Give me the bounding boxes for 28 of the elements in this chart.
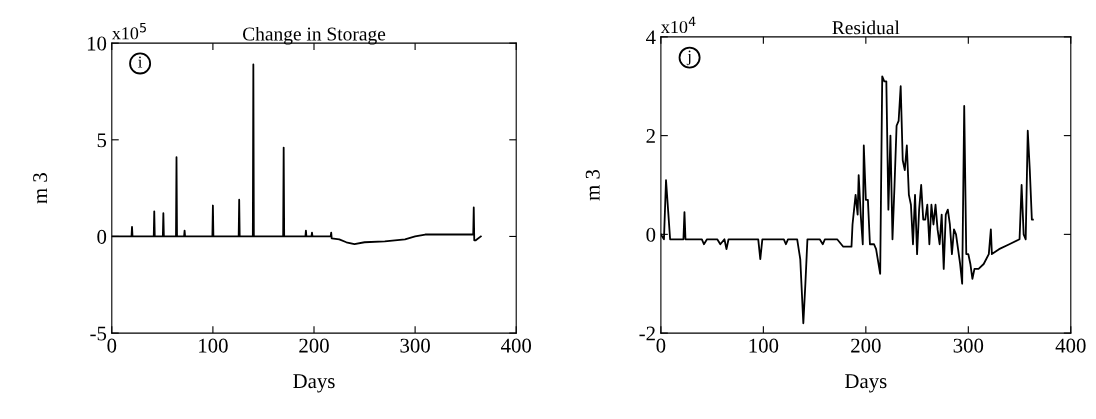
x-tick-label: 0 <box>107 338 117 353</box>
x-tick-label: 300 <box>953 338 984 353</box>
y-axis-title: m 3 <box>585 169 600 201</box>
x-tick-label: 0 <box>656 338 666 353</box>
text: x10$^{5}$ <box>111 23 146 40</box>
y-tick-label: -5 <box>90 326 107 341</box>
chart-title: Residual <box>832 20 900 35</box>
x-tick-label: 300 <box>400 338 430 353</box>
x-tick-label: 100 <box>749 338 779 353</box>
y-tick-label: 0 <box>646 227 656 242</box>
x-tick-label: 400 <box>501 338 532 353</box>
y-tick-label: 10 <box>87 36 107 51</box>
x-tick-label: 100 <box>199 338 228 353</box>
y-tick-label: 0 <box>97 229 107 244</box>
x-tick-label: 200 <box>299 338 329 353</box>
text: x10$^{4}$ <box>661 16 696 34</box>
y-tick-label: -2 <box>639 326 655 341</box>
y-axis-title: m 3 <box>33 173 48 204</box>
x-tick-label: 200 <box>851 338 881 353</box>
x-axis-title: Days <box>845 374 887 393</box>
y-tick-label: 2 <box>646 129 655 143</box>
annotation: i <box>138 56 143 68</box>
x-tick-label: 400 <box>1055 338 1086 353</box>
y-tick-label: 4 <box>646 30 656 45</box>
annotation: j <box>686 50 691 66</box>
x-axis-title: Days <box>293 374 335 393</box>
y-tick-label: 5 <box>97 133 107 148</box>
chart-title: Change in Storage <box>242 26 386 45</box>
